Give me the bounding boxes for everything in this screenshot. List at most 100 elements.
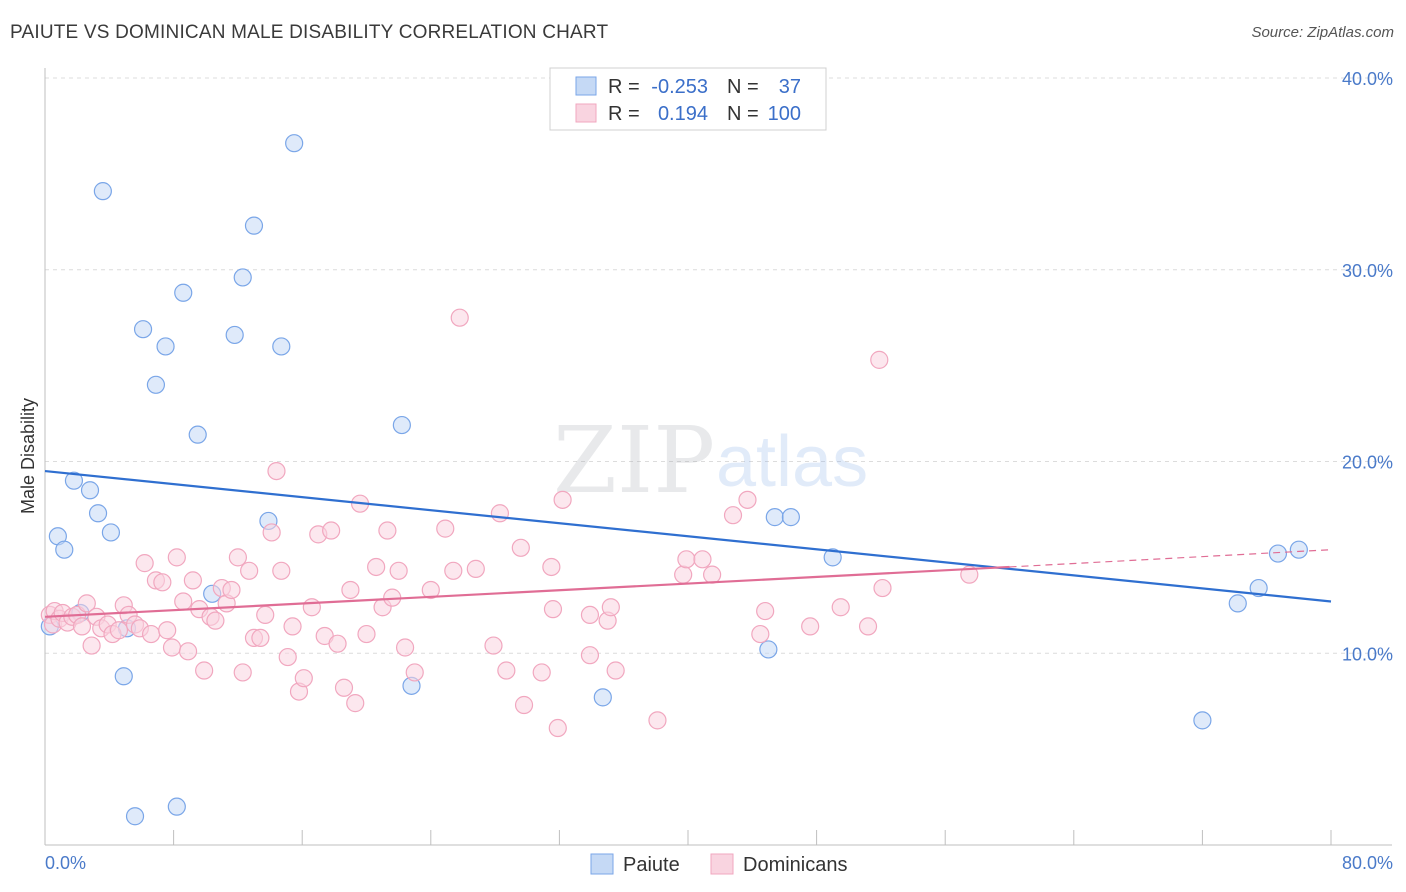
data-point-dominicans	[548, 718, 567, 738]
data-point-dominicans	[421, 580, 440, 600]
data-point-dominicans	[873, 578, 892, 598]
data-point-dominicans	[870, 350, 889, 369]
data-point-dominicans	[723, 506, 743, 525]
legend-label-dominicans: Dominicans	[743, 854, 847, 876]
data-point-dominicans	[82, 636, 101, 655]
data-point-paiute	[272, 337, 291, 356]
data-point-dominicans	[72, 617, 92, 636]
data-point-dominicans	[328, 634, 347, 653]
data-point-dominicans	[141, 624, 161, 644]
data-point-paiute	[781, 508, 800, 527]
data-point-dominicans	[580, 646, 600, 665]
data-point-dominicans	[543, 600, 563, 619]
data-point-dominicans	[580, 605, 600, 625]
stats-n-value-dominicans: 100	[768, 103, 801, 125]
data-point-dominicans	[514, 695, 534, 715]
data-point-dominicans	[601, 598, 620, 617]
stats-r-value-paiute: -0.253	[651, 76, 708, 98]
stats-r-value-dominicans: 0.194	[658, 103, 708, 125]
data-point-dominicans	[436, 519, 455, 538]
data-point-dominicans	[450, 308, 469, 327]
trend-line-dominicans	[44, 565, 1010, 618]
data-point-dominicans	[262, 523, 281, 542]
data-point-paiute	[1228, 594, 1247, 613]
data-point-dominicans	[648, 711, 667, 730]
stats-swatch-paiute	[575, 76, 597, 96]
y-tick-label: 20.0%	[1342, 453, 1393, 473]
data-point-paiute	[225, 325, 244, 345]
data-point-dominicans	[167, 548, 186, 567]
data-point-dominicans	[831, 598, 850, 617]
data-point-dominicans	[357, 624, 376, 644]
data-point-paiute	[88, 504, 108, 523]
y-tick-label: 10.0%	[1342, 644, 1393, 664]
stats-legend: R = -0.253 N = 37 R = 0.194 N = 100	[549, 67, 827, 131]
data-point-dominicans	[174, 592, 193, 611]
trend-layer	[44, 469, 1332, 618]
data-point-paiute	[392, 415, 411, 435]
data-point-paiute	[188, 425, 207, 444]
data-point-dominicans	[240, 561, 259, 580]
data-point-dominicans	[497, 661, 516, 680]
data-point-paiute	[1289, 540, 1308, 559]
data-point-dominicans	[195, 661, 214, 680]
data-point-dominicans	[751, 624, 770, 644]
data-point-dominicans	[178, 642, 198, 661]
data-point-dominicans	[222, 580, 241, 600]
data-point-dominicans	[272, 561, 291, 580]
data-point-dominicans	[206, 611, 225, 630]
data-point-paiute	[64, 471, 84, 490]
series-paiute	[40, 134, 1308, 826]
data-point-dominicans	[490, 504, 510, 523]
data-point-paiute	[125, 807, 145, 826]
data-point-dominicans	[444, 561, 463, 580]
stats-r-label-paiute: R =	[608, 76, 640, 98]
data-point-paiute	[1193, 711, 1212, 730]
axis-layer: 10.0% 20.0% 30.0% 40.0% 0.0% 80.0%	[44, 68, 1393, 873]
data-point-paiute	[285, 134, 304, 153]
data-point-dominicans	[389, 561, 408, 580]
data-point-paiute	[156, 337, 175, 356]
data-point-dominicans	[322, 521, 341, 540]
legend-swatch-paiute	[590, 853, 614, 875]
data-point-dominicans	[302, 598, 321, 617]
data-point-dominicans	[162, 638, 182, 657]
points-layer	[40, 134, 1308, 826]
data-point-dominicans	[606, 661, 625, 680]
data-point-dominicans	[378, 521, 397, 540]
data-point-dominicans	[135, 554, 154, 573]
stats-n-label-dominicans: N =	[727, 103, 759, 125]
data-point-dominicans	[267, 461, 286, 481]
data-point-paiute	[593, 688, 612, 707]
data-point-dominicans	[153, 573, 172, 592]
data-point-dominicans	[756, 601, 775, 621]
y-tick-label: 40.0%	[1342, 69, 1393, 89]
data-point-dominicans	[278, 647, 297, 667]
x-tick-label-max: 80.0%	[1342, 853, 1393, 873]
series-dominicans	[40, 308, 979, 738]
data-point-dominicans	[228, 548, 247, 567]
stats-n-label-paiute: N =	[727, 76, 759, 98]
watermark-atlas: atlas	[716, 422, 868, 502]
data-point-paiute	[93, 182, 112, 201]
data-point-dominicans	[466, 559, 485, 578]
data-point-dominicans	[703, 565, 722, 584]
data-point-dominicans	[858, 617, 878, 636]
data-point-dominicans	[542, 557, 561, 577]
legend-swatch-dominicans	[710, 853, 734, 875]
data-point-dominicans	[77, 594, 96, 613]
data-point-dominicans	[251, 628, 270, 648]
data-point-dominicans	[367, 557, 386, 577]
data-point-dominicans	[233, 663, 252, 682]
y-axis-label: Male Disability	[18, 398, 38, 514]
data-point-dominicans	[256, 605, 275, 625]
series-legend: Paiute Dominicans	[590, 853, 847, 876]
data-point-paiute	[114, 667, 133, 686]
x-tick-label-min: 0.0%	[45, 853, 86, 873]
data-point-paiute	[174, 283, 193, 302]
trend-line-paiute	[44, 469, 1332, 603]
y-tick-label: 30.0%	[1342, 261, 1393, 281]
data-point-paiute	[55, 540, 74, 559]
stats-r-label-dominicans: R =	[608, 103, 640, 125]
